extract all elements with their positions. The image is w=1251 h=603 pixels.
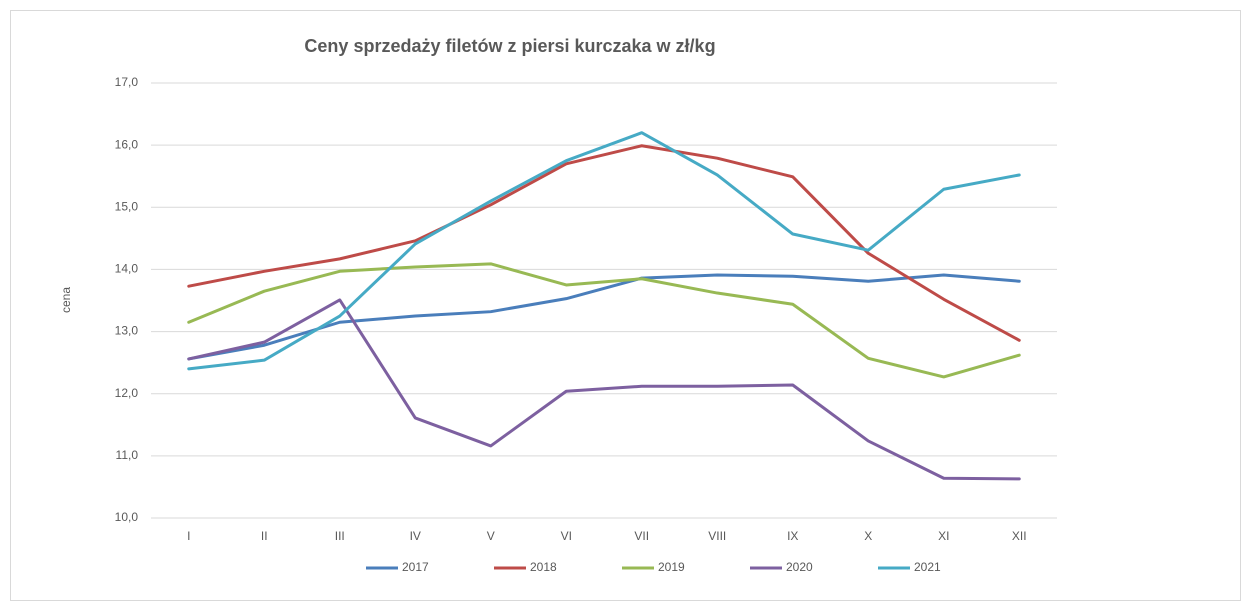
series-line	[187, 273, 1021, 361]
x-tick-label: VI	[561, 529, 572, 543]
x-tick-label: XII	[1012, 529, 1027, 543]
y-tick-label: 14,0	[115, 262, 139, 276]
x-tick-label: IX	[787, 529, 798, 543]
legend-label: 2021	[914, 560, 941, 574]
x-tick-label: XI	[938, 529, 949, 543]
y-tick-label: 13,0	[115, 324, 139, 338]
chart-frame	[10, 10, 1241, 601]
y-axis-label: cena	[59, 287, 73, 313]
legend-label: 2018	[530, 560, 557, 574]
x-tick-label: VIII	[708, 529, 726, 543]
series-line	[187, 131, 1021, 371]
series-line	[187, 144, 1021, 342]
y-tick-label: 16,0	[115, 137, 139, 151]
y-tick-label: 15,0	[115, 199, 139, 213]
series-line	[187, 298, 1021, 481]
x-tick-label: I	[187, 529, 190, 543]
y-tick-label: 12,0	[115, 386, 139, 400]
x-tick-label: VII	[634, 529, 649, 543]
y-tick-label: 11,0	[116, 448, 139, 462]
series-line	[187, 262, 1021, 379]
x-tick-label: V	[487, 529, 495, 543]
y-tick-label: 17,0	[115, 75, 139, 89]
x-tick-label: III	[335, 529, 345, 543]
x-tick-label: II	[261, 529, 268, 543]
x-tick-label: X	[864, 529, 872, 543]
chart-title: Ceny sprzedaży filetów z piersi kurczaka…	[304, 36, 715, 56]
y-tick-label: 10,0	[115, 510, 139, 524]
x-tick-label: IV	[410, 529, 421, 543]
legend-label: 2017	[402, 560, 429, 574]
legend-label: 2019	[658, 560, 685, 574]
legend-label: 2020	[786, 560, 813, 574]
